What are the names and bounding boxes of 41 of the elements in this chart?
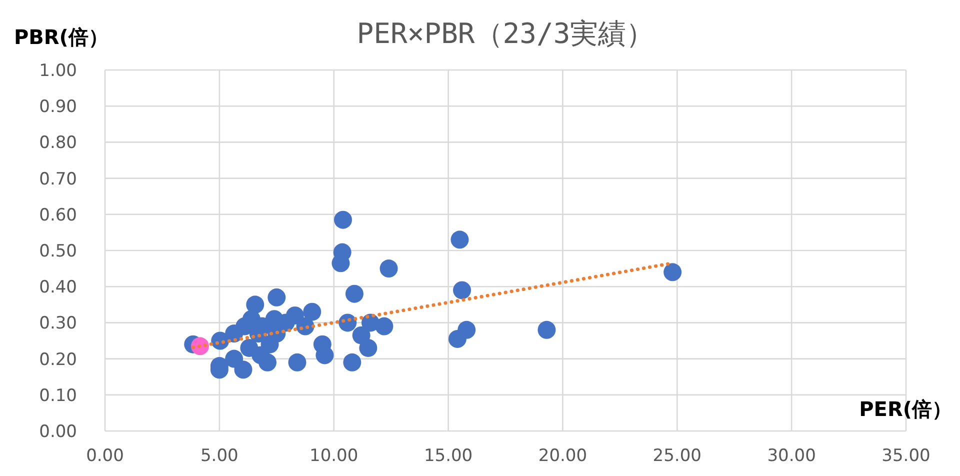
x-tick-label: 0.00 <box>86 446 124 466</box>
y-tick-label: 0.40 <box>39 278 77 298</box>
point <box>258 353 276 372</box>
point <box>286 306 304 324</box>
y-tick-label: 1.00 <box>39 61 77 81</box>
point <box>334 210 352 229</box>
chart-title: PER×PBR（23/3実績） <box>356 17 654 50</box>
point <box>359 338 378 357</box>
x-tick-label: 10.00 <box>310 446 358 466</box>
y-tick-label: 0.00 <box>39 422 77 442</box>
point <box>538 320 556 339</box>
y-tick-label: 0.60 <box>39 205 77 226</box>
x-tick-label: 30.00 <box>767 446 816 466</box>
point <box>345 284 364 303</box>
point <box>375 317 394 336</box>
point <box>234 360 252 379</box>
point <box>380 260 398 278</box>
point <box>268 288 286 306</box>
y-tick-label: 0.50 <box>39 242 77 262</box>
x-tick-label: 20.00 <box>538 446 588 466</box>
x-axis-title: PER(倍） <box>859 397 952 421</box>
point <box>664 263 682 282</box>
y-tick-label: 0.90 <box>39 97 77 118</box>
point <box>303 302 322 321</box>
x-tick-label: 5.00 <box>200 446 238 466</box>
y-tick-label: 0.70 <box>39 169 77 190</box>
point <box>246 296 264 314</box>
y-axis-title: PBR(倍） <box>14 25 108 49</box>
point <box>453 281 472 300</box>
y-tick-label: 0.80 <box>39 133 77 154</box>
point <box>343 353 362 372</box>
point <box>316 346 334 364</box>
point <box>288 353 306 372</box>
y-tick-label: 0.20 <box>39 350 77 370</box>
point <box>450 230 469 249</box>
y-tick-label: 0.10 <box>39 386 77 406</box>
y-tick-label: 0.30 <box>39 314 77 334</box>
x-tick-label: 25.00 <box>652 446 702 466</box>
point <box>458 320 476 339</box>
x-tick-label: 15.00 <box>424 446 473 466</box>
x-tick-label: 35.00 <box>882 446 930 466</box>
